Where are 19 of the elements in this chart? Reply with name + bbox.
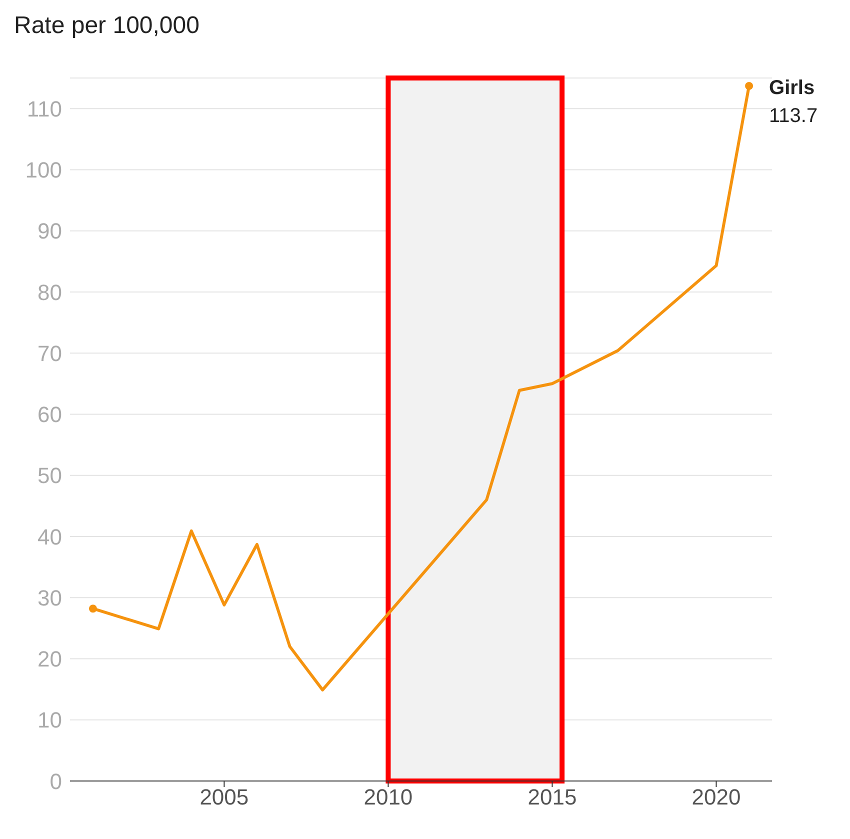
y-tick-label: 100 [25, 158, 62, 183]
series-label: Girls [769, 76, 815, 99]
x-tick-label: 2005 [200, 784, 249, 810]
y-tick-label: 50 [38, 463, 62, 488]
x-tick-label: 2015 [528, 784, 577, 810]
y-tick-label: 20 [38, 646, 62, 672]
y-tick-label: 70 [38, 340, 62, 366]
y-tick-label: 40 [38, 524, 62, 550]
y-tick-label: 90 [38, 218, 62, 244]
y-tick-label: 110 [26, 96, 62, 122]
y-tick-label: 80 [38, 280, 62, 305]
y-tick-label: 10 [38, 708, 62, 733]
x-tick-label: 2010 [364, 784, 413, 810]
y-axis-title: Rate per 100,000 [14, 12, 200, 40]
y-tick-label: 0 [50, 768, 62, 794]
x-tick-label: 2020 [692, 784, 741, 810]
annotation: 113.7 [769, 104, 818, 127]
y-tick-label: 30 [38, 585, 62, 610]
y-tick-label: 60 [38, 402, 62, 428]
